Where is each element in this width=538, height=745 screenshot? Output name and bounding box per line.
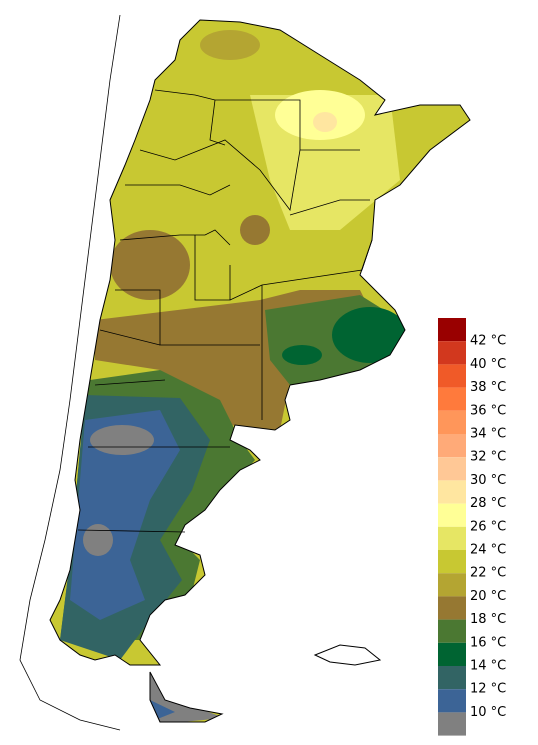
legend-label: 16 °C	[470, 635, 506, 650]
legend-swatch	[438, 666, 466, 690]
zone	[110, 230, 190, 300]
legend-swatch	[438, 526, 466, 550]
legend-swatch	[438, 410, 466, 434]
chile-coast	[19, 14, 121, 731]
legend-swatch	[438, 480, 466, 504]
legend-label: 10 °C	[470, 705, 506, 720]
legend-swatch	[438, 573, 466, 597]
legend-label: 12 °C	[470, 682, 506, 697]
legend-swatch	[438, 596, 466, 620]
legend-swatch	[438, 689, 466, 713]
legend-label: 22 °C	[470, 566, 506, 581]
legend-swatch	[438, 457, 466, 481]
zone	[332, 307, 408, 363]
legend-swatch	[438, 619, 466, 643]
malvinas-islands	[313, 644, 382, 666]
legend-swatch	[438, 364, 466, 388]
zone	[70, 410, 180, 620]
legend-label: 30 °C	[470, 473, 506, 488]
zone	[83, 524, 113, 556]
legend-swatch	[438, 712, 466, 736]
legend-label: 14 °C	[470, 659, 506, 674]
legend-label: 38 °C	[470, 380, 506, 395]
legend-swatch	[438, 550, 466, 574]
zone	[200, 30, 260, 60]
legend-label: 32 °C	[470, 450, 506, 465]
zone	[313, 112, 337, 132]
legend-label: 28 °C	[470, 496, 506, 511]
zone	[90, 425, 154, 455]
legend-label: 36 °C	[470, 403, 506, 418]
legend-label: 40 °C	[470, 357, 506, 372]
legend-swatch	[438, 341, 466, 365]
legend-swatch	[438, 387, 466, 411]
province-borders	[77, 89, 373, 533]
zone	[282, 345, 322, 365]
legend-label: 34 °C	[470, 427, 506, 442]
legend-label: 26 °C	[470, 519, 506, 534]
legend-swatch	[438, 642, 466, 666]
legend-label: 42 °C	[470, 334, 506, 349]
legend-swatch	[438, 434, 466, 458]
zone	[240, 215, 270, 245]
legend-label: 24 °C	[470, 543, 506, 558]
legend-swatch	[438, 503, 466, 527]
legend: 42 °C 40 °C 38 °C 36 °C 34 °C 32 °C 30 °C 28 °C…	[438, 318, 506, 736]
legend-label: 18 °C	[470, 612, 506, 627]
legend-swatch	[438, 318, 466, 342]
legend-label: 20 °C	[470, 589, 506, 604]
